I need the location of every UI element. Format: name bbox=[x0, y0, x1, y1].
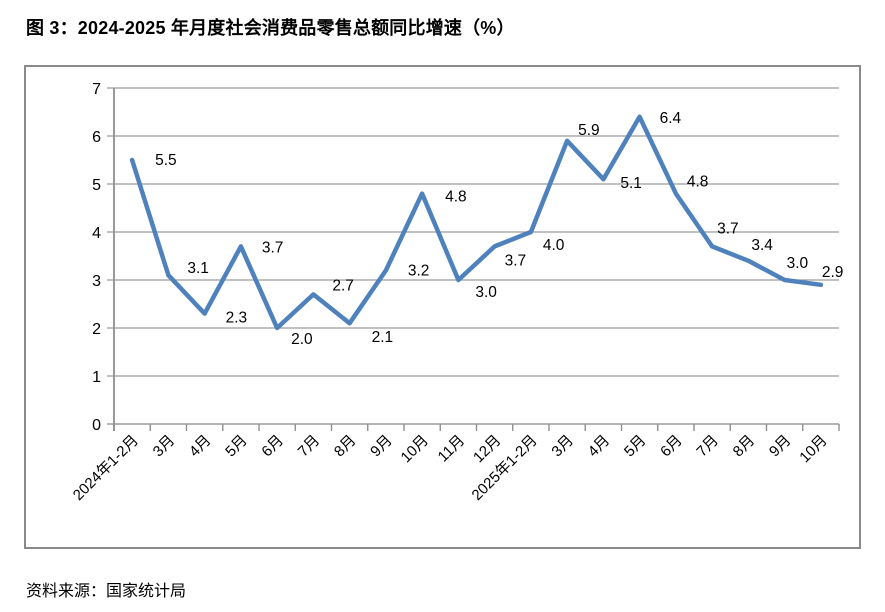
data-label: 2.7 bbox=[332, 277, 354, 294]
x-axis-label: 6月 bbox=[657, 432, 686, 461]
data-label: 3.7 bbox=[262, 239, 284, 256]
y-tick-label: 6 bbox=[92, 129, 101, 146]
y-tick-label: 0 bbox=[92, 417, 101, 434]
x-axis-label: 8月 bbox=[730, 432, 759, 461]
data-label: 2.3 bbox=[226, 310, 248, 327]
x-axis-label: 5月 bbox=[222, 432, 251, 461]
x-axis-label: 4月 bbox=[186, 432, 215, 461]
data-label: 3.0 bbox=[475, 284, 497, 301]
x-axis-label: 9月 bbox=[367, 432, 396, 461]
data-label: 3.7 bbox=[505, 252, 527, 269]
x-axis-label: 7月 bbox=[295, 432, 324, 461]
source-note: 资料来源：国家统计局 bbox=[26, 583, 187, 600]
x-axis-label: 3月 bbox=[548, 432, 577, 461]
x-axis-label: 8月 bbox=[331, 432, 360, 461]
data-label: 6.4 bbox=[660, 110, 682, 127]
x-axis-label: 10月 bbox=[398, 432, 432, 466]
series-line bbox=[129, 114, 824, 331]
y-tick-label: 1 bbox=[92, 369, 101, 386]
x-axis-label: 2024年1-2月 bbox=[70, 432, 142, 504]
y-tick-label: 2 bbox=[92, 321, 101, 338]
data-label: 2.0 bbox=[291, 331, 313, 348]
data-label: 3.1 bbox=[187, 260, 209, 277]
data-label: 3.7 bbox=[717, 220, 739, 237]
data-label: 5.5 bbox=[155, 152, 177, 169]
x-axis-label: 11月 bbox=[435, 432, 469, 466]
y-tick-label: 7 bbox=[92, 81, 101, 98]
chart-frame: 0 1 2 3 4 5 6 7 5.5 3.1 2.3 3.7 2.0 2.7 2.1 3.2 4.8 3.0 3.… bbox=[24, 65, 861, 549]
x-axis-label: 5月 bbox=[621, 432, 650, 461]
data-label: 4.8 bbox=[445, 189, 467, 206]
line-chart-svg: 0 1 2 3 4 5 6 7 5.5 3.1 2.3 3.7 2.0 2.7 2.1 3.2 4.8 3.0 3.… bbox=[70, 81, 844, 504]
x-axis-label: 9月 bbox=[766, 432, 795, 461]
x-axis-label: 6月 bbox=[258, 432, 287, 461]
data-label: 4.0 bbox=[543, 237, 565, 254]
data-label: 3.4 bbox=[751, 237, 773, 254]
data-label: 2.1 bbox=[372, 329, 394, 346]
x-axis-label: 4月 bbox=[585, 432, 614, 461]
x-axis-label: 10月 bbox=[796, 432, 830, 466]
x-axis-label: 3月 bbox=[150, 432, 179, 461]
figure-title: 图 3：2024-2025 年月度社会消费品零售总额同比增速（%） bbox=[26, 18, 515, 38]
y-tick-label: 4 bbox=[92, 225, 101, 242]
x-axis-label: 7月 bbox=[693, 432, 722, 461]
y-tick-label: 5 bbox=[92, 177, 101, 194]
y-tick-label: 3 bbox=[92, 273, 101, 290]
x-axis-label: 2025年1-2月 bbox=[469, 432, 541, 504]
data-label: 5.9 bbox=[578, 122, 600, 139]
data-label: 4.8 bbox=[687, 174, 709, 191]
data-label: 3.2 bbox=[408, 262, 430, 279]
data-label: 5.1 bbox=[620, 175, 642, 192]
data-label: 2.9 bbox=[822, 264, 844, 281]
data-label: 3.0 bbox=[787, 255, 809, 272]
